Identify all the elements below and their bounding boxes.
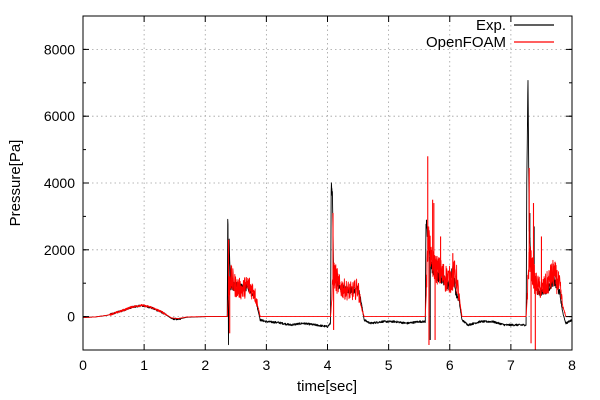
x-tick-label: 6 [446,357,454,373]
legend-label-exp: Exp. [476,17,506,34]
x-tick-label: 4 [324,357,332,373]
x-tick-label: 7 [507,357,515,373]
x-tick-label: 2 [201,357,209,373]
legend-label-openfoam: OpenFOAM [426,34,506,51]
plot-border [82,15,573,351]
x-tick-label: 8 [568,357,576,373]
plot-series [82,80,573,350]
x-axis-title: time[sec] [297,378,357,395]
x-tick-label: 0 [79,357,87,373]
y-tick-label: 6000 [44,108,75,124]
y-axis-title: Pressure[Pa] [7,140,24,227]
y-tick-label: 4000 [44,175,75,191]
plot-frame [82,15,573,351]
y-tick-label: 0 [67,309,75,325]
grid [83,16,572,350]
x-tick-label: 1 [140,357,148,373]
tick-labels: 0 1 2 3 4 5 6 7 8 0 2000 4000 6000 8000 [44,41,576,373]
legend: Exp. OpenFOAM [426,17,554,51]
series-line [82,226,573,320]
x-tick-label: 3 [262,357,270,373]
y-tick-label: 2000 [44,242,75,258]
y-tick-label: 8000 [44,41,75,57]
series-openfoam [82,156,573,350]
x-tick-label: 5 [385,357,393,373]
